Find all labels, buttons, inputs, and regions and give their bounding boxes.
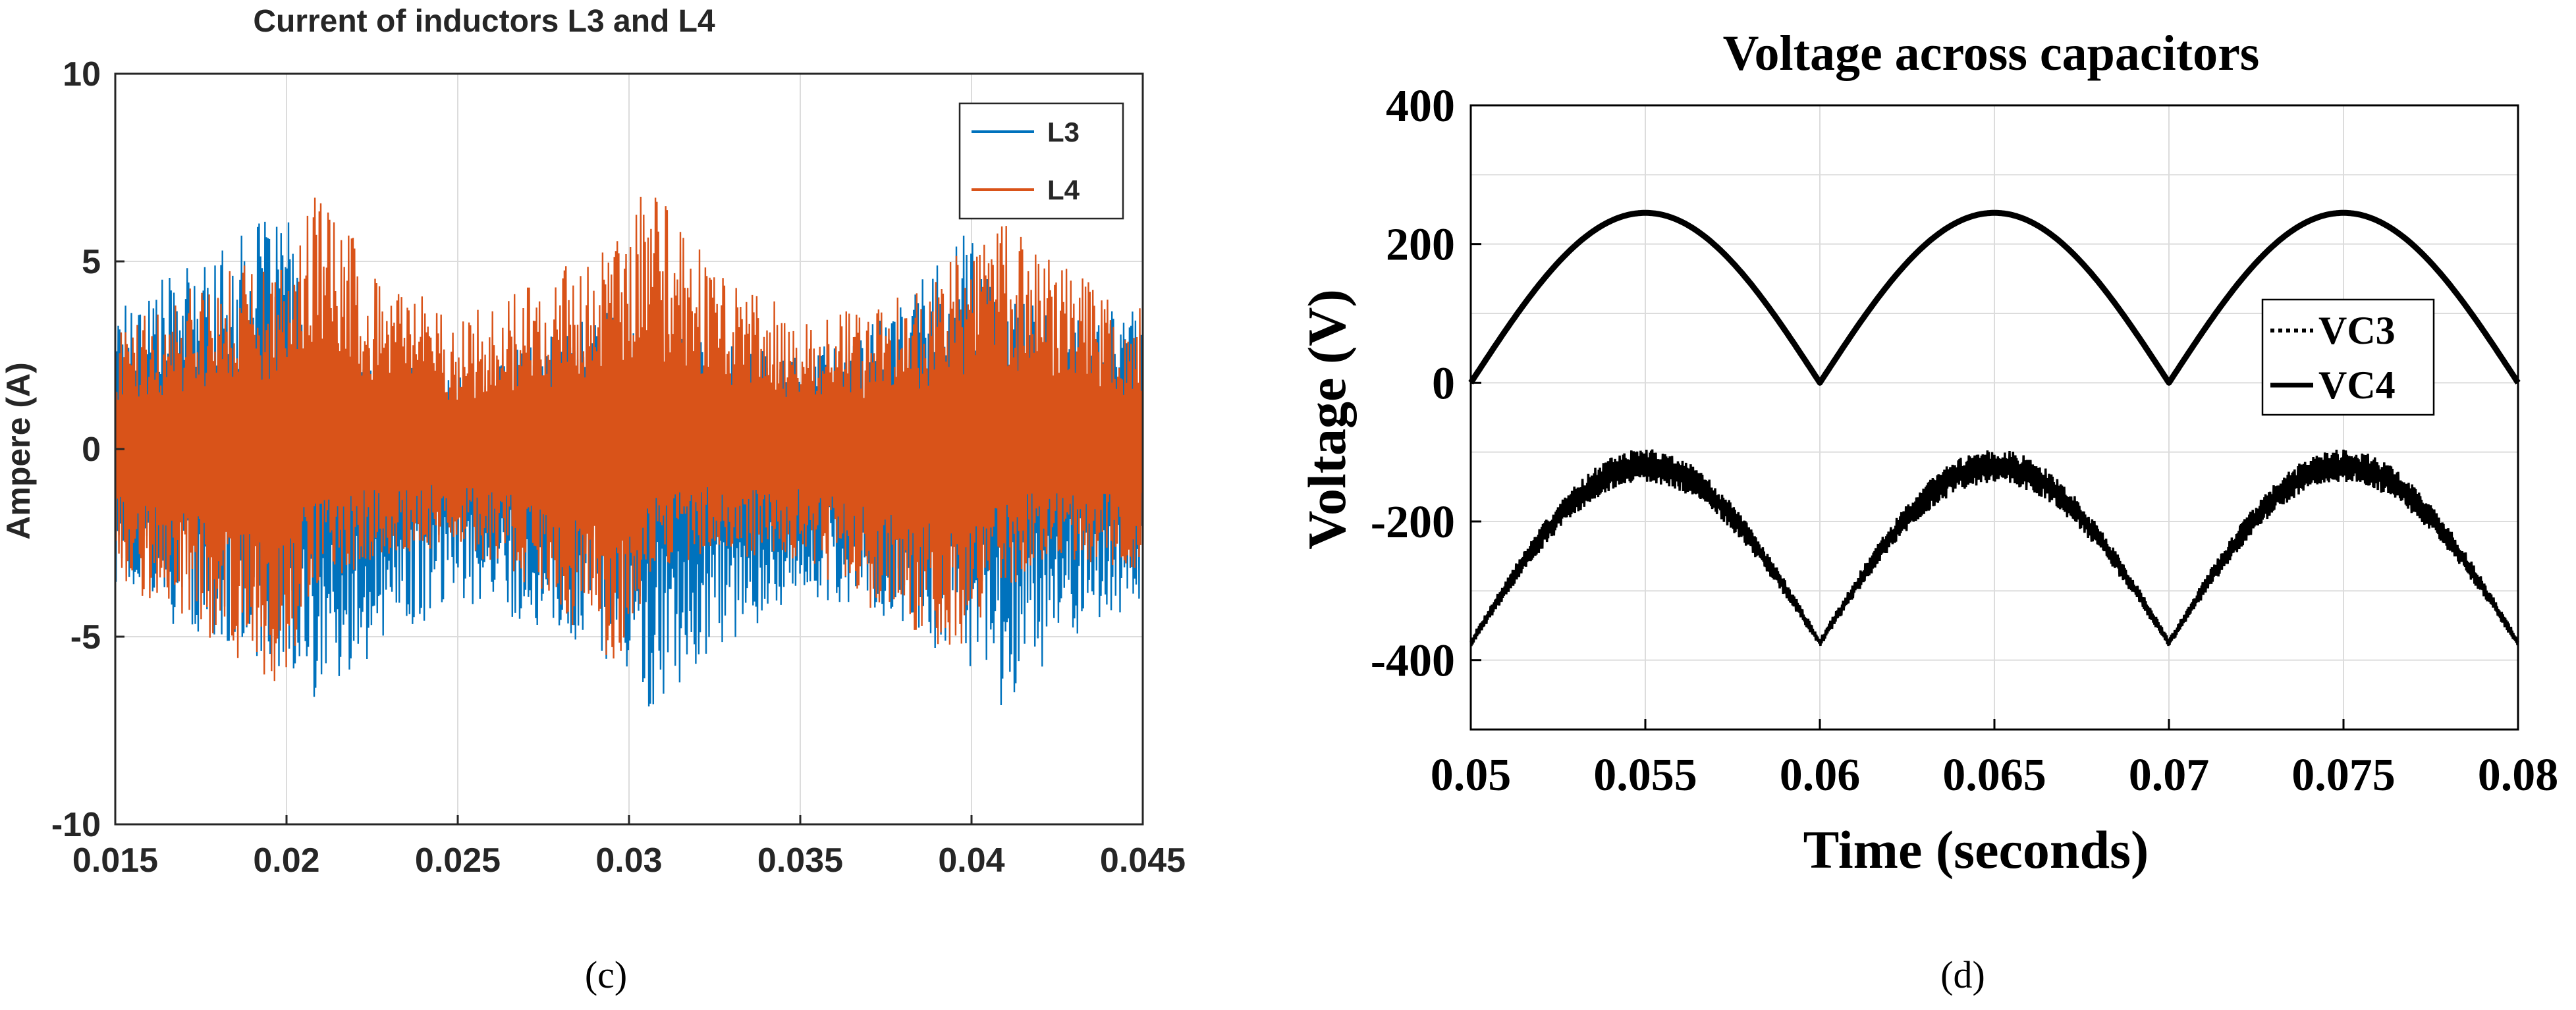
d-x-tick-label: 0.075 [2291, 750, 2396, 801]
d-legend-label-vc3: VC3 [2318, 309, 2396, 352]
c-y-tick-label: 5 [82, 243, 101, 281]
d-y-tick-label: 400 [1386, 81, 1455, 132]
d-tick-labels: 0.05 0.055 0.06 0.065 0.07 0.075 0.08 -400 -200 0… [1371, 81, 2559, 801]
c-legend-box [958, 102, 1124, 220]
c-tick-labels: 0.015 0.02 0.025 0.03 0.035 0.04 0.045 -10 -5 0 5 1… [51, 55, 1186, 880]
c-legend-label-l4: L4 [1047, 174, 1080, 205]
d-series-vc4-line [1468, 209, 2521, 386]
c-y-tick-label: 0 [82, 431, 101, 469]
d-series-vc3-line [1469, 449, 2519, 647]
chart-voltage-capacitors: 0.05 0.055 0.06 0.065 0.07 0.075 0.08 -400 -200 0… [1297, 26, 2558, 996]
d-x-tick-label: 0.055 [1593, 750, 1697, 801]
d-legend: VC3 VC4 [2261, 298, 2435, 416]
d-x-tick-label: 0.08 [2478, 750, 2559, 801]
c-x-tick-label: 0.04 [938, 841, 1004, 880]
d-data-area [1468, 209, 2521, 647]
c-panel-label: (c) [585, 953, 627, 996]
d-x-axis-label: Time (seconds) [1803, 820, 2149, 880]
d-legend-label-vc4: VC4 [2318, 363, 2396, 407]
d-y-axis-label: Voltage (V) [1297, 289, 1357, 550]
c-data-area [114, 196, 1144, 706]
d-x-tick-label: 0.07 [2129, 750, 2210, 801]
c-x-tick-label: 0.02 [253, 841, 319, 880]
d-x-tick-label: 0.065 [1942, 750, 2046, 801]
c-y-axis-label: Ampere (A) [0, 362, 37, 539]
c-series-l4-line [114, 196, 1144, 681]
d-x-tick-label: 0.05 [1431, 750, 1512, 801]
d-y-tick-label: 0 [1432, 358, 1455, 409]
c-x-tick-label: 0.025 [415, 841, 501, 880]
d-x-tick-label: 0.06 [1780, 750, 1861, 801]
c-y-tick-label: -10 [51, 806, 101, 844]
d-chart-title: Voltage across capacitors [1723, 26, 2260, 81]
c-chart-title: Current of inductors L3 and L4 [253, 4, 715, 39]
d-y-tick-label: -400 [1371, 636, 1455, 687]
c-legend-label-l3: L3 [1047, 117, 1080, 147]
c-x-tick-label: 0.035 [757, 841, 843, 880]
c-y-tick-label: 10 [63, 55, 101, 93]
chart-current-inductors: 0.015 0.02 0.025 0.03 0.035 0.04 0.045 -10 -5 0 5 1… [0, 4, 1186, 996]
c-x-tick-label: 0.045 [1100, 841, 1186, 880]
d-grid [1471, 105, 2518, 730]
c-x-tick-label: 0.03 [595, 841, 662, 880]
d-legend-box [2261, 298, 2435, 416]
d-y-tick-label: 200 [1386, 220, 1455, 271]
d-panel-label: (d) [1940, 953, 1985, 996]
c-x-tick-label: 0.015 [72, 841, 158, 880]
c-legend: L3 L4 [958, 102, 1124, 220]
c-y-tick-label: -5 [70, 618, 101, 656]
d-y-tick-label: -200 [1371, 497, 1455, 548]
